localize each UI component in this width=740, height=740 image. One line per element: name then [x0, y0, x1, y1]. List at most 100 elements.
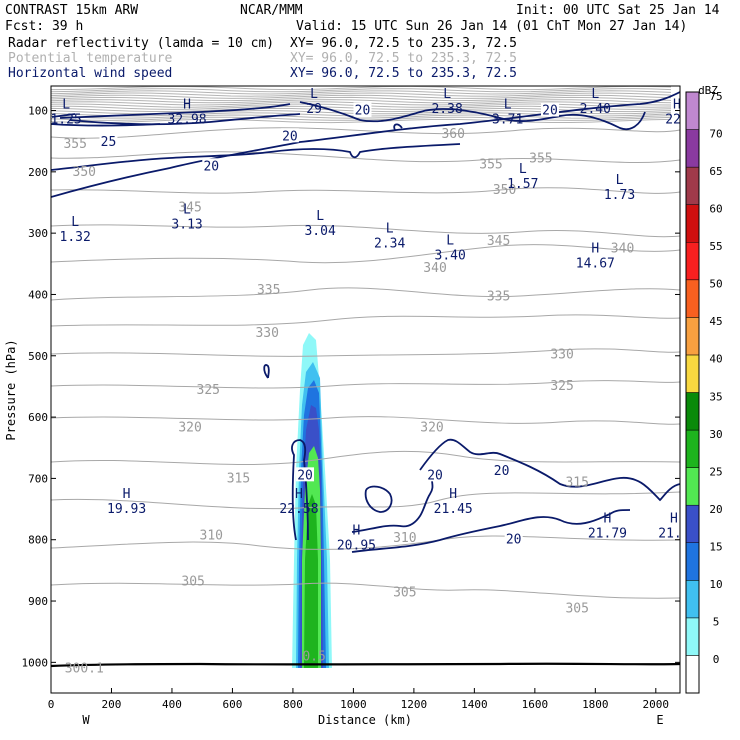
extremum-kind: H: [123, 487, 131, 502]
colorbar-swatch: [685, 242, 700, 281]
extremum-value: 3.40: [435, 249, 466, 264]
strat-theta-line: [51, 105, 672, 110]
x-axis-ticks: 0 200 400 600 800 1000 1200 1400 1600 1800 2000: [48, 688, 669, 711]
y-tick-label: 1000: [22, 656, 49, 669]
theta-label: 310: [393, 531, 416, 546]
theta-label: 315: [565, 476, 588, 491]
colorbar-swatch: [685, 542, 700, 581]
extremum-value: 3.13: [171, 217, 202, 232]
field-xy-wind: XY= 96.0, 72.5 to 235.3, 72.5: [290, 66, 517, 81]
y-tick-label: 300: [28, 227, 48, 240]
wind-contours: [51, 91, 680, 553]
y-tick-label: 400: [28, 288, 48, 301]
colorbar-swatch: [685, 91, 700, 130]
field-name-theta: Potential temperature: [8, 51, 173, 66]
x-tick-label: 1200: [401, 698, 428, 711]
strat-theta-line: [51, 101, 672, 106]
wind-label: 25: [101, 135, 117, 150]
extremum-value: 29: [306, 102, 322, 117]
colorbar-swatch: [685, 166, 700, 205]
x-tick-label: 600: [223, 698, 243, 711]
colorbar-swatch: [685, 617, 700, 656]
ground-line: [51, 662, 680, 668]
x-axis-label: Distance (km): [318, 713, 412, 727]
colorbar-label: 15: [709, 541, 722, 554]
extremum-value: 1.32: [60, 230, 91, 245]
colorbar: 0 5 10 15 20 25 30 35 40 45 50 55 60 65 70 75: [685, 90, 723, 694]
wind-label: 20: [355, 104, 371, 119]
extremum-kind: H: [183, 98, 191, 113]
extremum-kind: L: [316, 209, 324, 224]
org-label: NCAR/MMM: [240, 3, 303, 18]
x-tick-label: 0: [48, 698, 55, 711]
extremum-value: 21.45: [434, 502, 473, 517]
x-axis-left-end: W: [82, 713, 90, 727]
theta-label: 355: [479, 157, 502, 172]
extremum-kind: L: [591, 87, 599, 102]
extremum-kind: L: [616, 173, 624, 188]
wind-label: 20: [203, 159, 219, 174]
wind-label-bg: [99, 133, 118, 148]
theta-label: 355: [63, 137, 86, 152]
extremum-kind: L: [62, 98, 70, 113]
extremum-kind: H: [670, 511, 678, 526]
strat-theta-line: [51, 90, 672, 95]
wind-label: 20: [282, 129, 298, 144]
theta-label: 320: [178, 421, 201, 436]
theta-label: 340: [611, 241, 634, 256]
extremum-value: 1.73: [604, 188, 635, 203]
extremum-value: 3.71: [492, 113, 523, 128]
colorbar-label: 5: [713, 616, 720, 629]
extremum-value: 21.79: [588, 526, 627, 541]
x-tick-label: 1400: [461, 698, 488, 711]
colorbar-swatch: [685, 354, 700, 393]
theta-label: 325: [197, 383, 220, 398]
wind-label-bg: [202, 158, 221, 173]
strat-theta-line: [51, 86, 672, 91]
y-tick-label: 600: [28, 411, 48, 424]
wind-label-bg: [492, 463, 511, 478]
strat-theta-line: [51, 92, 672, 97]
extremum-value: 22.58: [279, 502, 318, 517]
colorbar-swatch: [685, 580, 700, 619]
extremum-value: 14.67: [576, 257, 615, 272]
x-axis-right-end: E: [656, 713, 663, 727]
field-name-wind: Horizontal wind speed: [8, 66, 172, 81]
colorbar-swatch: [685, 317, 700, 356]
colorbar-swatch: [685, 655, 700, 694]
colorbar-label: 60: [709, 202, 722, 215]
extremum-kind: H: [591, 242, 599, 257]
colorbar-swatch: [685, 467, 700, 506]
colorbar-swatch: [685, 392, 700, 431]
colorbar-label: 45: [709, 315, 722, 328]
extremum-kind: L: [504, 98, 512, 113]
wind-label-bg: [280, 128, 299, 143]
extremum-kind: H: [295, 487, 303, 502]
extremum-value: 2.34: [374, 236, 405, 251]
colorbar-label: 65: [709, 165, 722, 178]
colorbar-label: 70: [709, 127, 722, 140]
wind-label: 20: [427, 468, 443, 483]
forecast-hour: Fcst: 39 h: [5, 19, 83, 34]
extremum-value: 22.: [665, 113, 688, 128]
theta-label: 310: [200, 528, 223, 543]
y-tick-label: 800: [28, 534, 48, 547]
extremum-kind: L: [519, 162, 527, 177]
colorbar-label: 0: [713, 653, 720, 666]
field-name-reflectivity: Radar reflectivity (lamda = 10 cm): [8, 36, 274, 51]
colorbar-frame: [685, 91, 700, 694]
wind-labels: 25 20 20 20 20 20 20 20 20: [99, 102, 559, 548]
colorbar-label: 55: [709, 240, 722, 253]
x-tick-label: 200: [102, 698, 122, 711]
colorbar-unit: dBZ: [698, 84, 718, 97]
wind-label: 20: [506, 533, 522, 548]
extremum-kind: L: [310, 87, 318, 102]
y-axis-ticks: 100 200 300 400 500 600 700 800 900 1000: [22, 105, 680, 669]
y-axis-label: Pressure (hPa): [4, 339, 18, 440]
extremum-kind: L: [183, 202, 191, 217]
theta-labels: 355 350 345 340 335 330 325 320 315 310 305 300.1 36…: [63, 127, 634, 677]
x-tick-label: 1600: [522, 698, 549, 711]
valid-time: Valid: 15 UTC Sun 26 Jan 14 (01 ChT Mon …: [296, 19, 687, 34]
extremum-kind: H: [449, 487, 457, 502]
